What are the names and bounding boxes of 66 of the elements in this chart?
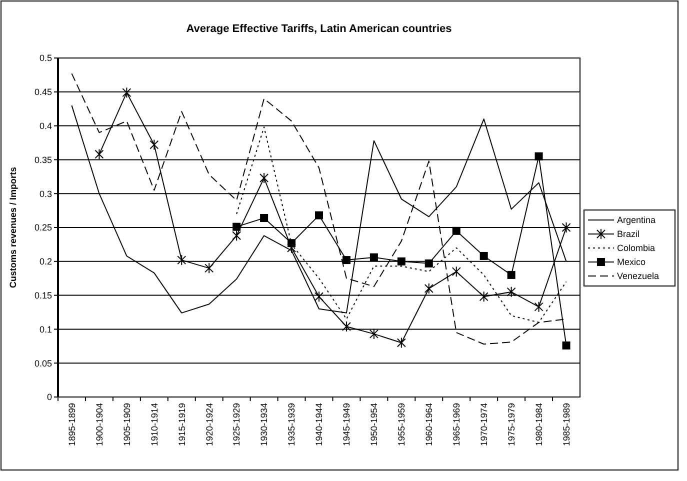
- point: [177, 254, 186, 266]
- x-tick-label: 1945-1949: [342, 403, 352, 446]
- x-tick-label: 1970-1974: [478, 403, 489, 446]
- y-axis-title: Customs revenues / Imports: [8, 166, 18, 288]
- x-tick-label: 1975-1979: [506, 403, 516, 446]
- x-tick-label: 1920-1924: [204, 403, 214, 446]
- point: [342, 320, 351, 332]
- point: [94, 148, 104, 160]
- y-tick-label: 0.1: [39, 324, 52, 334]
- point: [232, 230, 242, 242]
- x-tick-label: 1925-1929: [232, 403, 242, 446]
- point: [480, 252, 488, 260]
- point: [314, 291, 324, 302]
- x-tick-label: 1960-1964: [424, 403, 434, 446]
- point: [534, 152, 543, 160]
- x-tick-label: 1950-1954: [369, 403, 380, 446]
- x-tick-label: 1930-1934: [259, 403, 270, 446]
- point: [562, 341, 570, 350]
- point: [370, 253, 378, 262]
- point: [315, 211, 323, 220]
- point: [260, 172, 269, 184]
- point: [424, 259, 433, 268]
- point: [452, 226, 460, 235]
- point: [534, 301, 544, 312]
- point: [150, 139, 159, 150]
- legend-label: Venezuela: [617, 271, 660, 282]
- x-tick-label: 1895-1899: [66, 403, 77, 446]
- legend-label: Brazil: [617, 229, 640, 240]
- legend-label: Argentina: [617, 215, 656, 226]
- point: [232, 222, 241, 231]
- x-tick-label: 1940-1944: [314, 403, 324, 446]
- x-tick-label: 1980-1984: [534, 403, 544, 446]
- point: [369, 328, 378, 340]
- point: [260, 214, 268, 222]
- y-tick-label: 0.05: [34, 358, 52, 368]
- y-tick-label: 0.2: [39, 256, 52, 267]
- chart-title: Average Effective Tariffs, Latin American countries: [186, 23, 452, 35]
- x-tick-label: 1900-1904: [94, 403, 104, 446]
- legend-label: Colombia: [617, 243, 656, 254]
- x-tick-label: 1985-1989: [561, 403, 572, 446]
- y-tick-label: 0.4: [39, 120, 52, 131]
- x-tick-label: 1935-1939: [286, 403, 297, 446]
- point: [507, 270, 516, 279]
- y-tick-label: 0.3: [39, 188, 52, 199]
- x-tick-label: 1905-1909: [122, 403, 132, 446]
- point: [122, 87, 132, 98]
- point: [396, 337, 406, 348]
- point: [452, 266, 461, 278]
- x-tick-label: 1965-1969: [452, 403, 462, 446]
- y-tick-label: 0.5: [39, 53, 52, 64]
- point: [506, 286, 516, 298]
- y-tick-label: 0.45: [34, 87, 52, 98]
- y-tick-label: 0.25: [34, 222, 52, 233]
- point: [424, 283, 434, 294]
- y-tick-label: 0: [46, 392, 52, 402]
- x-tick-label: 1955-1959: [396, 403, 407, 446]
- x-tick-label: 1915-1919: [176, 403, 187, 446]
- y-tick-label: 0.15: [34, 290, 52, 300]
- point: [562, 222, 571, 233]
- y-tick-label: 0.35: [34, 154, 52, 165]
- legend-label: Mexico: [617, 257, 646, 268]
- point: [479, 291, 488, 302]
- point: [204, 262, 214, 274]
- point: [342, 256, 350, 264]
- point: [397, 257, 406, 266]
- x-tick-label: 1910-1914: [149, 403, 160, 446]
